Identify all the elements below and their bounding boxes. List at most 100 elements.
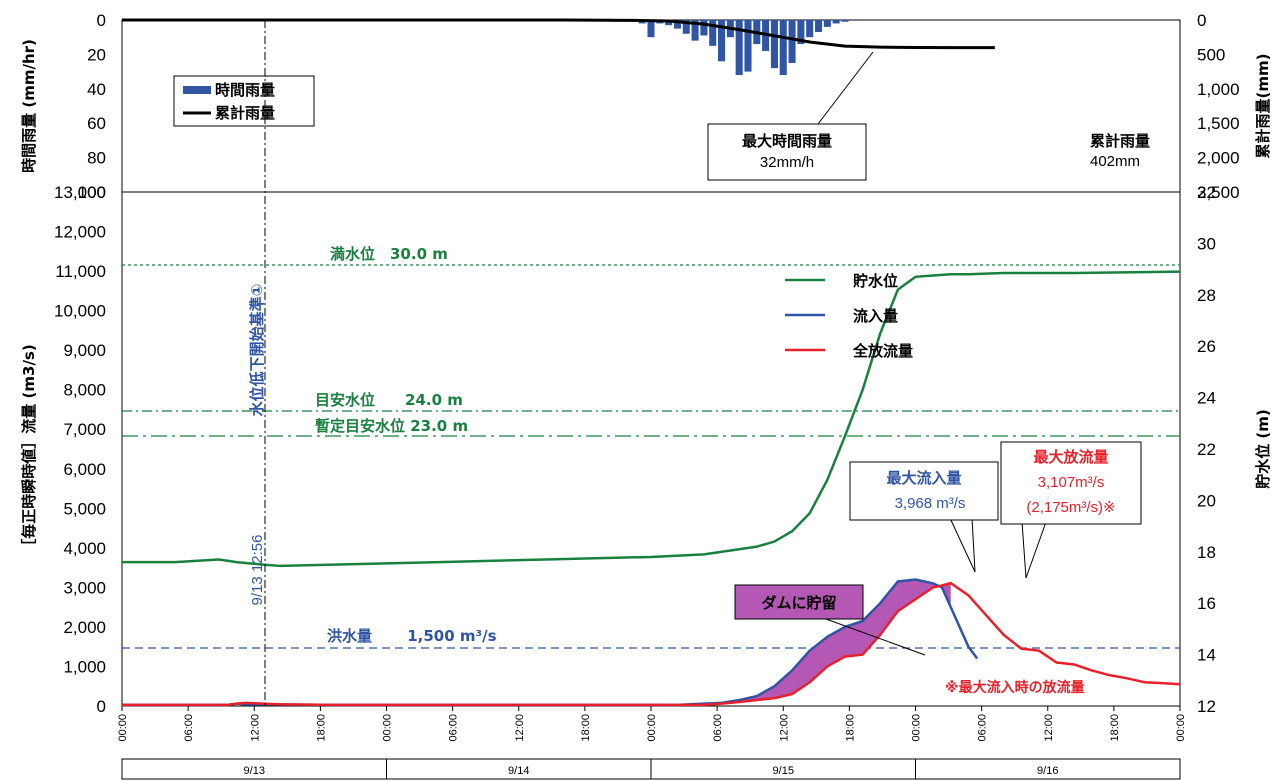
- x-tick-label: 12:00: [249, 714, 261, 742]
- flow-legend: 貯水位 流入量 全放流量: [785, 272, 913, 360]
- flow-y-tick-label: 6,000: [63, 460, 106, 479]
- max-hourly-title: 最大時間雨量: [742, 132, 832, 150]
- max-inflow-title: 最大流入量: [886, 469, 961, 487]
- hourly-rain-bar: [700, 20, 708, 36]
- storage-y-tick-label: 24: [1197, 389, 1216, 408]
- storage-y-axis-title: 貯水位 (m): [1254, 409, 1272, 489]
- rain-y2-tick-label: 1,000: [1197, 80, 1240, 99]
- rain-y-tick-label: 40: [87, 80, 106, 99]
- flow-y-tick-label: 7,000: [63, 420, 106, 439]
- flow-y-tick-label: 10,000: [54, 302, 106, 321]
- hourly-rain-bar: [665, 20, 673, 26]
- max-inflow-leader: [949, 517, 976, 573]
- max-outflow-box: [1000, 441, 1142, 525]
- full-level-label: 満水位 30.0 m: [330, 245, 448, 263]
- rain-y2-tick-label: 1,500: [1197, 114, 1240, 133]
- legend-label-storage: 貯水位: [853, 272, 898, 290]
- rain-y-tick-label: 0: [97, 11, 106, 30]
- storage-y-tick-label: 30: [1197, 234, 1216, 253]
- x-tick-label: 06:00: [712, 714, 724, 742]
- target-level-label: 目安水位 24.0 m: [315, 391, 463, 409]
- rain-y-tick-label: 100: [78, 183, 106, 202]
- rainfall-panel: 0 20 40 60 80 100 0 500 1,000 1,500 2,000 2,500 時間…: [20, 11, 1272, 202]
- rain-y2-tick-label: 2,500: [1197, 183, 1240, 202]
- max-outflow-value-at-max-inflow: (2,175m³/s)※: [1026, 499, 1115, 516]
- storage-level-line: [122, 270, 1181, 568]
- storage-y-tick-label: 18: [1197, 543, 1216, 562]
- flow-y-tick-label: 11,000: [55, 262, 106, 281]
- x-tick-label: 06:00: [448, 714, 460, 742]
- flow-y-tick-label: 4,000: [63, 539, 106, 558]
- rain-y-tick-label: 60: [87, 114, 106, 133]
- hourly-rain-bar: [709, 20, 717, 46]
- hourly-rain-bar: [841, 20, 849, 22]
- hourly-rain-bar: [744, 20, 752, 72]
- flood-flow-label: 洪水量 1,500 m³/s: [327, 627, 497, 645]
- max-outflow-leader: [1021, 521, 1047, 579]
- date-cell-label: 9/15: [773, 765, 794, 777]
- drawdown-start-label: 水位低下開始基準①: [248, 284, 266, 417]
- max-inflow-value: 3,968 m³/s: [895, 495, 966, 512]
- storage-box-leader: [814, 614, 926, 656]
- hourly-rain-bar: [673, 20, 681, 29]
- hourly-rain-bar: [788, 20, 796, 63]
- storage-y-tick-label: 12: [1197, 697, 1216, 716]
- total-rain-value: 402mm: [1090, 153, 1140, 170]
- hourly-rain-bar: [806, 20, 814, 38]
- storage-y-tick-label: 20: [1197, 491, 1216, 510]
- provisional-level-label: 暫定目安水位 23.0 m: [315, 417, 468, 435]
- legend-swatch-hourly-rain: [183, 86, 211, 94]
- flow-panel: 0 1,000 2,000 3,000 4,000 5,000 6,000 7,000 8,00…: [20, 183, 1272, 742]
- date-cell-label: 9/13: [244, 765, 265, 777]
- x-tick-label: 18:00: [315, 714, 327, 742]
- x-tick-label: 18:00: [1109, 714, 1121, 742]
- outflow-line: [122, 581, 1181, 707]
- x-tick-label: 12:00: [778, 714, 790, 742]
- flow-y-tick-label: 9,000: [63, 341, 106, 360]
- date-table: 9/13 9/14 9/15 9/16: [121, 758, 1181, 780]
- storage-y-tick-label: 26: [1197, 337, 1216, 356]
- storage-y-tick-label: 22: [1197, 440, 1216, 459]
- storage-y-tick-label: 16: [1197, 594, 1216, 613]
- max-hourly-value: 32mm/h: [760, 154, 814, 171]
- max-hourly-box: [707, 123, 867, 181]
- max-outflow-title: 最大放流量: [1033, 448, 1108, 466]
- hourly-rain-bar: [718, 20, 726, 62]
- x-tick-label: 12:00: [1043, 714, 1055, 742]
- x-tick-label: 00:00: [382, 714, 394, 742]
- rain-y2-tick-label: 500: [1197, 45, 1225, 64]
- x-tick-label: 06:00: [977, 714, 989, 742]
- x-tick-label: 18:00: [580, 714, 592, 742]
- hourly-rain-bar: [797, 20, 805, 45]
- hourly-rain-bar: [814, 20, 823, 33]
- hourly-rain-bar: [770, 20, 778, 69]
- date-cell-label: 9/16: [1037, 765, 1058, 777]
- drawdown-start-time: 9/13 12:56: [249, 535, 266, 606]
- legend-label-cumulative-rain: 累計雨量: [215, 104, 275, 122]
- date-cell-label: 9/14: [508, 765, 529, 777]
- storage-y-tick-label: 32: [1197, 183, 1216, 202]
- footnote: ※最大流入時の放流量: [945, 679, 1085, 696]
- flow-y-tick-label: 8,000: [63, 381, 106, 400]
- max-hourly-leader: [817, 51, 874, 125]
- flow-y-tick-label: 5,000: [63, 499, 106, 518]
- rain-y2-tick-label: 2,000: [1197, 149, 1240, 168]
- hourly-rain-bar: [691, 20, 699, 41]
- hourly-rain-bar: [779, 20, 787, 76]
- hourly-rain-bar: [832, 20, 840, 24]
- rain-legend: 時間雨量 累計雨量: [173, 75, 315, 127]
- rain-y-axis-title: 時間雨量 (mm/hr): [20, 39, 38, 173]
- x-tick-label: 00:00: [911, 714, 923, 742]
- hourly-rain-bar: [647, 20, 655, 38]
- storage-box: [734, 584, 864, 620]
- flow-y-tick-label: 0: [97, 697, 106, 716]
- max-outflow-value: 3,107m³/s: [1038, 474, 1105, 491]
- x-tick-label: 00:00: [1175, 714, 1187, 742]
- flow-y-tick-label: 13,000: [54, 183, 106, 202]
- flow-y-tick-label: 12,000: [54, 223, 106, 242]
- x-tick-label: 00:00: [117, 714, 129, 742]
- legend-label-outflow: 全放流量: [852, 342, 913, 360]
- rain-y-tick-label: 20: [87, 45, 106, 64]
- legend-label-inflow: 流入量: [853, 307, 898, 325]
